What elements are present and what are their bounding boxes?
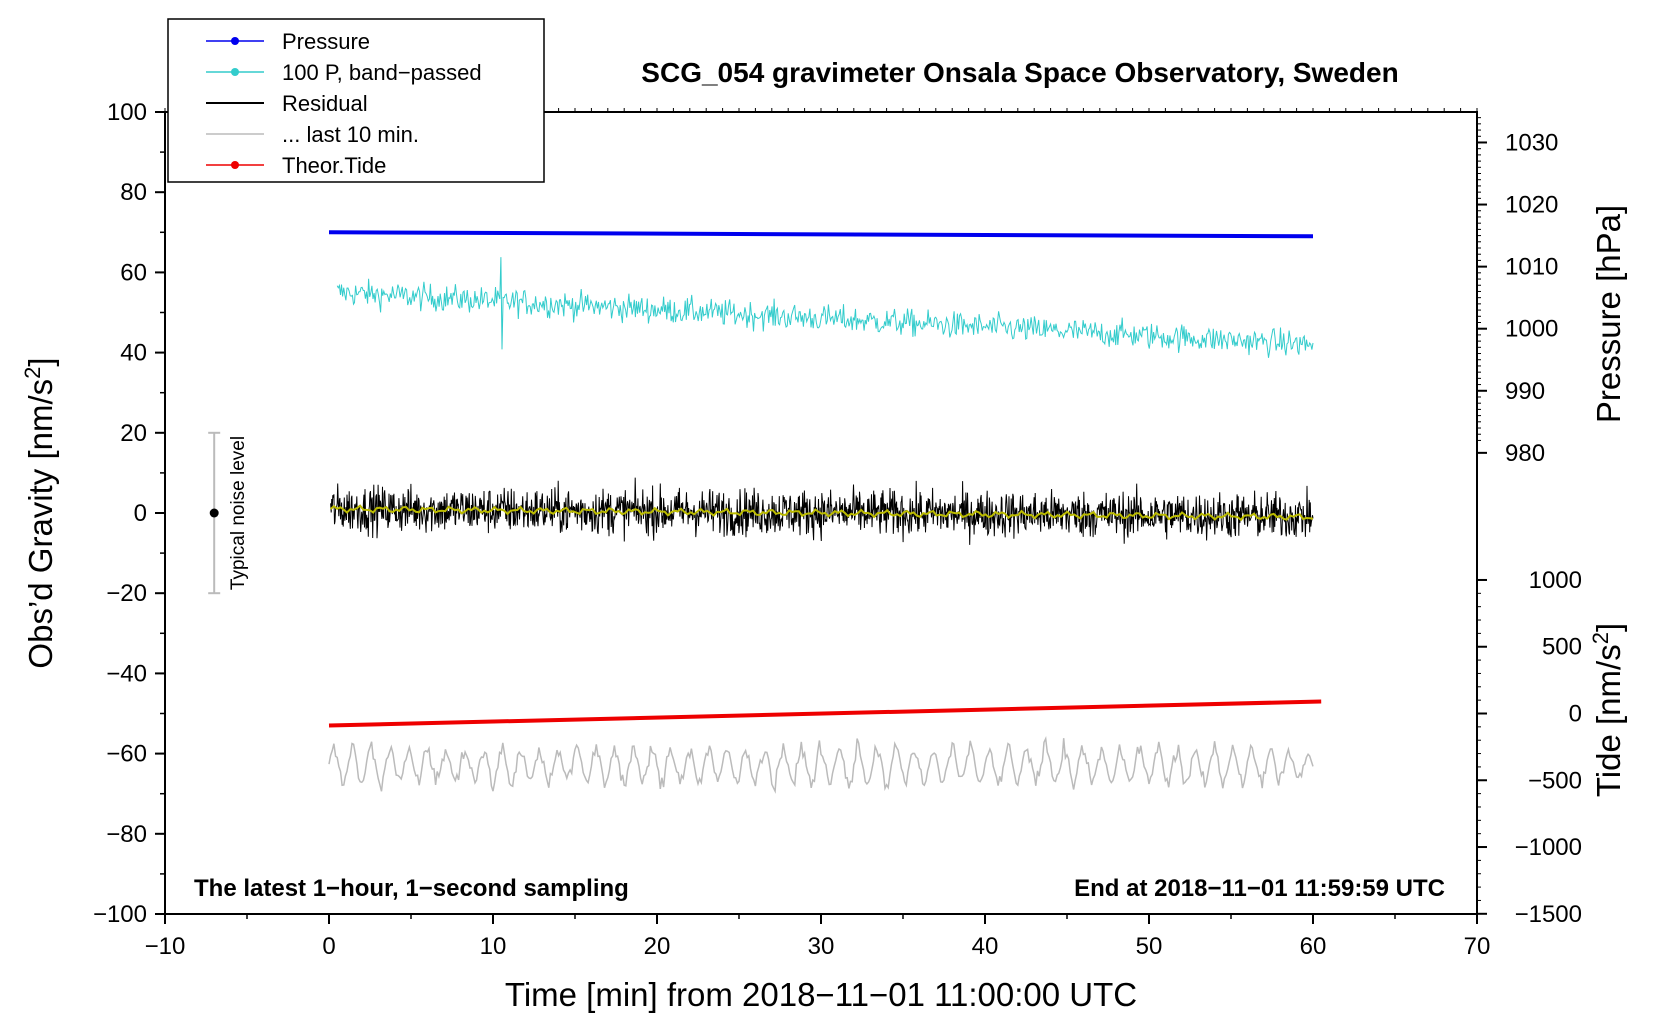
- y-tick-label: −60: [106, 741, 147, 768]
- pressure-axis-ticks: 1030 1020 1010 1000 990 980: [1477, 117, 1558, 467]
- y-axis-tide-title: Tide [nm/s2]: [1588, 623, 1627, 797]
- series-residual-smoothed: [329, 504, 1314, 522]
- pressure-tick-label: 1010: [1505, 254, 1558, 281]
- x-tick-label: 10: [480, 933, 507, 960]
- annotation-bottom-right: End at 2018−11−01 11:59:59 UTC: [1074, 875, 1445, 902]
- legend-label: Theor.Tide: [282, 153, 386, 178]
- x-tick-label: 0: [322, 933, 335, 960]
- y-tick-label: −40: [106, 660, 147, 687]
- y-axis-left-title: Obs’d Gravity [nm/s2]: [20, 357, 59, 668]
- legend-marker: [231, 37, 239, 45]
- x-tick-label: 70: [1464, 933, 1491, 960]
- x-axis-ticks: −10 0 10 20 30 40 50 60 70: [145, 914, 1491, 960]
- annotation-bottom-left: The latest 1−hour, 1−second sampling: [194, 875, 629, 902]
- y-left-title-sup: 2: [20, 367, 45, 379]
- series-theor-tide: [328, 699, 1322, 728]
- legend: Pressure 100 P, band−passed Residual ... la…: [167, 18, 545, 183]
- legend-marker: [231, 68, 239, 76]
- y-left-title-main: Obs’d Gravity [nm/s: [22, 379, 59, 669]
- y-left-title-close: ]: [22, 357, 59, 366]
- y-tick-label: 40: [120, 340, 147, 367]
- svg-text:Tide [nm/s2]: Tide [nm/s2]: [1588, 623, 1627, 797]
- legend-label: ... last 10 min.: [282, 122, 419, 147]
- tide-tick-label: −1500: [1515, 901, 1582, 928]
- x-tick-label: −10: [145, 933, 186, 960]
- legend-label: 100 P, band−passed: [282, 60, 482, 85]
- y-tick-label: −80: [106, 821, 147, 848]
- tide-axis-ticks: 1000 500 0 −500 −1000 −1500: [1477, 567, 1582, 928]
- series-layer: [328, 230, 1322, 794]
- y-axis-ticks: 100 80 60 40 20 0 −20 −40 −60 −80 −100: [93, 99, 165, 928]
- svg-text:Pressure [hPa]: Pressure [hPa]: [1590, 205, 1627, 423]
- y-tick-label: 60: [120, 259, 147, 286]
- pressure-tick-label: 1000: [1505, 316, 1558, 343]
- y-axis-pressure-title: Pressure [hPa]: [1590, 205, 1627, 423]
- x-tick-label: 40: [972, 933, 999, 960]
- pressure-tick-label: 990: [1505, 378, 1545, 405]
- pressure-tick-label: 1020: [1505, 192, 1558, 219]
- noise-bar-point: [209, 508, 219, 518]
- x-tick-label: 60: [1300, 933, 1327, 960]
- x-tick-label: 30: [808, 933, 835, 960]
- x-axis-title: Time [min] from 2018−11−01 11:00:00 UTC: [505, 976, 1137, 1013]
- x-tick-label: 50: [1136, 933, 1163, 960]
- y-tick-label: 100: [107, 99, 147, 126]
- y-tick-label: −100: [93, 901, 147, 928]
- tide-tick-label: 500: [1542, 634, 1582, 661]
- minor-ticks: [160, 108, 1478, 919]
- tide-title-close: ]: [1590, 623, 1627, 632]
- chart-title: SCG_054 gravimeter Onsala Space Observat…: [641, 57, 1398, 88]
- svg-text:Obs’d Gravity [nm/s2]: Obs’d Gravity [nm/s2]: [20, 357, 59, 668]
- tide-tick-label: 0: [1569, 701, 1582, 728]
- tide-tick-label: 1000: [1529, 567, 1582, 594]
- legend-label: Residual: [282, 91, 368, 116]
- legend-label: Pressure: [282, 29, 370, 54]
- tide-tick-label: −1000: [1515, 834, 1582, 861]
- y-tick-label: −20: [106, 580, 147, 607]
- tide-title-sup: 2: [1588, 632, 1613, 644]
- legend-box: [167, 18, 545, 183]
- noise-level-bar: Typical noise level: [208, 431, 249, 595]
- pressure-tick-label: 1030: [1505, 129, 1558, 156]
- tide-title-main: Tide [nm/s: [1590, 644, 1627, 797]
- series-residual: [330, 477, 1314, 545]
- noise-bar-label: Typical noise level: [228, 436, 249, 590]
- legend-marker: [231, 161, 239, 169]
- y-tick-label: 80: [120, 179, 147, 206]
- y-tick-label: 0: [134, 500, 147, 527]
- tide-tick-label: −500: [1528, 767, 1582, 794]
- y-tick-label: 20: [120, 420, 147, 447]
- series--last-10-min: [328, 736, 1314, 794]
- pressure-tick-label: 980: [1505, 440, 1545, 467]
- series-pressure: [328, 230, 1314, 239]
- series-100-p-band-passed: [336, 257, 1314, 358]
- x-tick-label: 20: [644, 933, 671, 960]
